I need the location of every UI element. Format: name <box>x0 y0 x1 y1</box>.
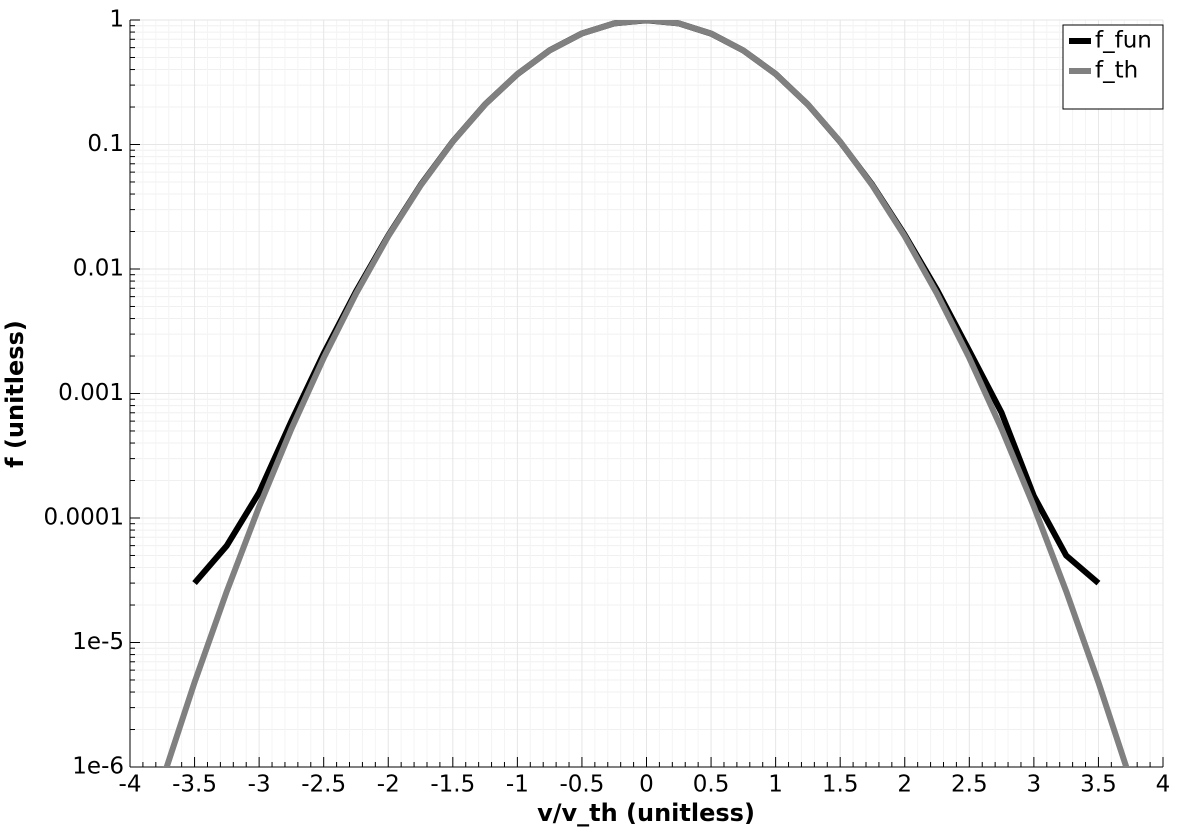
legend-label: f_fun <box>1095 28 1152 54</box>
y-tick-label: 1e-5 <box>72 629 124 655</box>
x-tick-label: -2 <box>377 772 400 798</box>
x-tick-label: 2 <box>897 772 912 798</box>
x-tick-label: 3 <box>1027 772 1042 798</box>
y-tick-label: 1e-6 <box>72 754 124 780</box>
y-axis-label: f (unitless) <box>1 320 29 468</box>
x-tick-label: -0.5 <box>559 772 604 798</box>
y-tick-label: 0.01 <box>73 256 124 282</box>
y-tick-label: 0.1 <box>87 131 124 157</box>
x-tick-label: 2.5 <box>951 772 988 798</box>
x-tick-label: -1.5 <box>430 772 475 798</box>
x-tick-label: -3 <box>248 772 271 798</box>
x-tick-label: -3.5 <box>172 772 217 798</box>
x-tick-label: 0 <box>639 772 654 798</box>
series-line <box>163 20 1130 767</box>
x-axis-label: v/v_th (unitless) <box>537 799 755 827</box>
y-tick-label: 0.001 <box>58 380 124 406</box>
x-tick-label: 4 <box>1156 772 1171 798</box>
x-tick-label: -2.5 <box>301 772 346 798</box>
series-group <box>163 20 1130 767</box>
y-tick-label: 1 <box>109 7 124 33</box>
x-tick-label: -1 <box>506 772 529 798</box>
x-tick-label: 0.5 <box>693 772 730 798</box>
x-tick-label: -4 <box>119 772 142 798</box>
x-tick-label: 3.5 <box>1080 772 1117 798</box>
x-tick-label: 1.5 <box>822 772 859 798</box>
x-tick-label: 1 <box>768 772 783 798</box>
legend-label: f_th <box>1095 58 1138 84</box>
y-tick-label: 0.0001 <box>44 505 124 531</box>
